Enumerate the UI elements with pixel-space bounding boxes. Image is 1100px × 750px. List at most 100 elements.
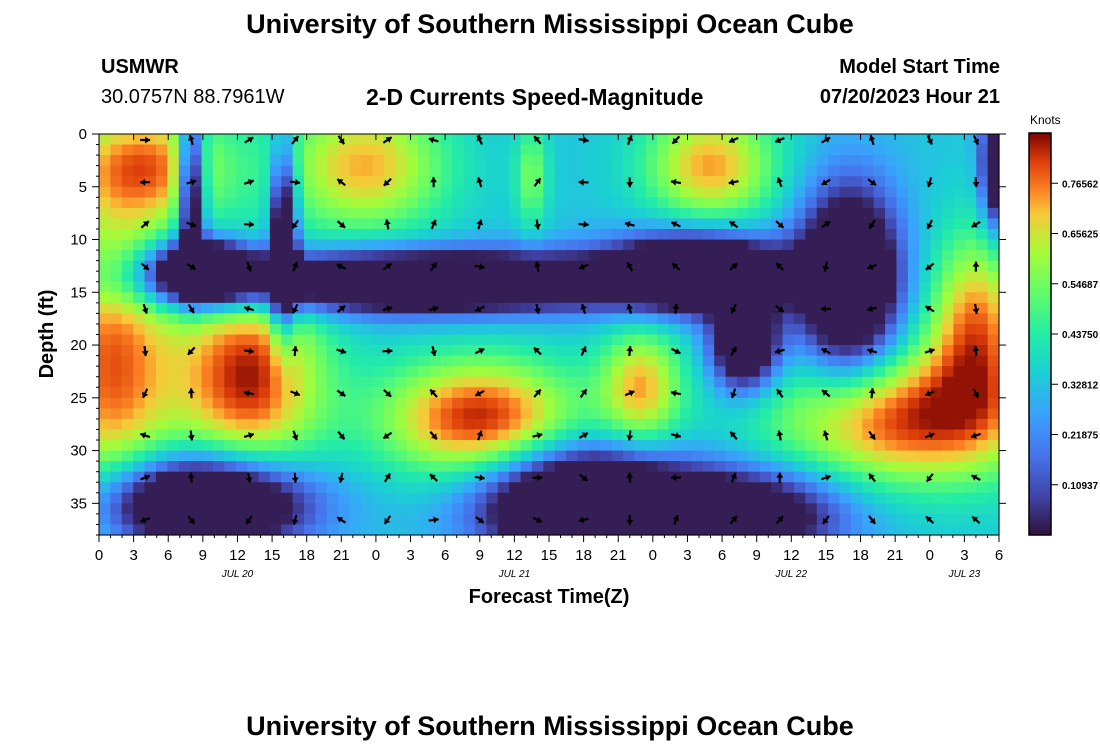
- heatmap-cell: [668, 207, 681, 220]
- heatmap-cell: [361, 197, 374, 209]
- heatmap-cell: [805, 418, 818, 431]
- current-arrow: [534, 261, 541, 272]
- heatmap-cell: [395, 397, 408, 409]
- heatmap-cell: [361, 418, 374, 431]
- current-arrow: [186, 221, 197, 228]
- heatmap-cell: [816, 503, 829, 515]
- heatmap-cell: [486, 239, 499, 251]
- heatmap-cell: [828, 492, 841, 504]
- heatmap-cell: [987, 260, 1000, 272]
- heatmap-cell: [281, 323, 294, 336]
- heatmap-cell: [885, 165, 898, 177]
- heatmap-cell: [224, 408, 237, 420]
- heatmap-cell: [429, 155, 442, 167]
- heatmap-cell: [828, 292, 841, 304]
- current-arrow: [729, 515, 738, 525]
- heatmap-cell: [566, 134, 579, 146]
- heatmap-cell: [99, 144, 111, 156]
- heatmap-cell: [520, 292, 533, 304]
- heatmap-cell: [361, 366, 374, 378]
- heatmap-cell: [759, 239, 772, 251]
- heatmap-cell: [269, 513, 282, 526]
- heatmap-cell: [702, 228, 715, 241]
- heatmap-cell: [429, 165, 442, 177]
- heatmap-cell: [850, 271, 863, 283]
- heatmap-cell: [577, 271, 590, 283]
- heatmap-cell: [258, 503, 271, 515]
- heatmap-cell: [190, 503, 203, 515]
- heatmap-cell: [155, 345, 168, 357]
- current-arrow: [728, 220, 739, 229]
- heatmap-cell: [577, 186, 590, 198]
- heatmap-cell: [110, 144, 123, 156]
- heatmap-cell: [133, 176, 146, 188]
- current-arrow: [822, 515, 830, 525]
- heatmap-cell: [121, 334, 134, 346]
- heatmap-cell: [805, 250, 818, 262]
- heatmap-cell: [839, 355, 852, 367]
- heatmap-cell: [155, 165, 168, 177]
- heatmap-cell: [850, 239, 863, 251]
- heatmap-cell: [372, 492, 385, 504]
- heatmap-cell: [474, 334, 487, 346]
- heatmap-cell: [942, 334, 955, 346]
- heatmap-cell: [942, 228, 955, 241]
- heatmap-cell: [907, 429, 920, 441]
- current-arrow: [140, 432, 151, 439]
- heatmap-cell: [930, 366, 943, 378]
- heatmap-cell: [702, 250, 715, 262]
- heatmap-cell: [338, 313, 351, 325]
- heatmap-cell: [144, 165, 157, 177]
- heatmap-cell: [862, 165, 875, 177]
- heatmap-cell: [600, 197, 613, 209]
- heatmap-cell: [224, 492, 237, 504]
- heatmap-cell: [805, 345, 818, 357]
- heatmap-cell: [839, 418, 852, 431]
- heatmap-cell: [406, 366, 419, 378]
- current-arrow: [245, 261, 253, 272]
- heatmap-cell: [258, 471, 271, 483]
- heatmap-cell: [497, 323, 510, 336]
- heatmap-cell: [531, 165, 544, 177]
- heatmap-cell: [304, 281, 317, 293]
- heatmap-cell: [611, 524, 624, 536]
- heatmap-cell: [247, 492, 260, 504]
- heatmap-cell: [372, 302, 385, 314]
- heatmap-cell: [190, 186, 203, 198]
- heatmap-cell: [315, 376, 328, 388]
- heatmap-cell: [417, 292, 430, 304]
- heatmap-cell: [99, 281, 111, 293]
- heatmap-cell: [964, 524, 977, 536]
- heatmap-cell: [828, 239, 841, 251]
- page-title: University of Southern Mississippi Ocean…: [246, 9, 854, 39]
- heatmap-cell: [361, 524, 374, 536]
- heatmap-cell: [748, 197, 761, 209]
- heatmap-cell: [759, 207, 772, 220]
- heatmap-cell: [942, 155, 955, 167]
- heatmap-cell: [680, 513, 692, 526]
- heatmap-cell: [907, 461, 920, 473]
- heatmap-cell: [543, 366, 556, 378]
- heatmap-cell: [395, 429, 408, 441]
- heatmap-cell: [714, 323, 727, 336]
- heatmap-cell: [417, 239, 430, 251]
- heatmap-cell: [702, 345, 715, 357]
- y-tick-label: 0: [79, 126, 87, 143]
- heatmap-cell: [588, 271, 601, 283]
- heatmap-cell: [99, 218, 111, 230]
- heatmap-cell: [611, 302, 624, 314]
- heatmap-cell: [509, 313, 522, 325]
- heatmap-cell: [953, 207, 966, 220]
- heatmap-cell: [736, 165, 749, 177]
- heatmap-cell: [873, 461, 886, 473]
- x-tick-label: 15: [818, 547, 835, 564]
- heatmap-cell: [611, 197, 624, 209]
- heatmap-cell: [269, 197, 282, 209]
- heatmap-cell: [474, 355, 487, 367]
- heatmap-cell: [759, 165, 772, 177]
- heatmap-cell: [372, 345, 385, 357]
- heatmap-cell: [326, 292, 339, 304]
- heatmap-cell: [304, 144, 317, 156]
- heatmap-cell: [611, 482, 624, 494]
- current-arrow: [187, 515, 196, 525]
